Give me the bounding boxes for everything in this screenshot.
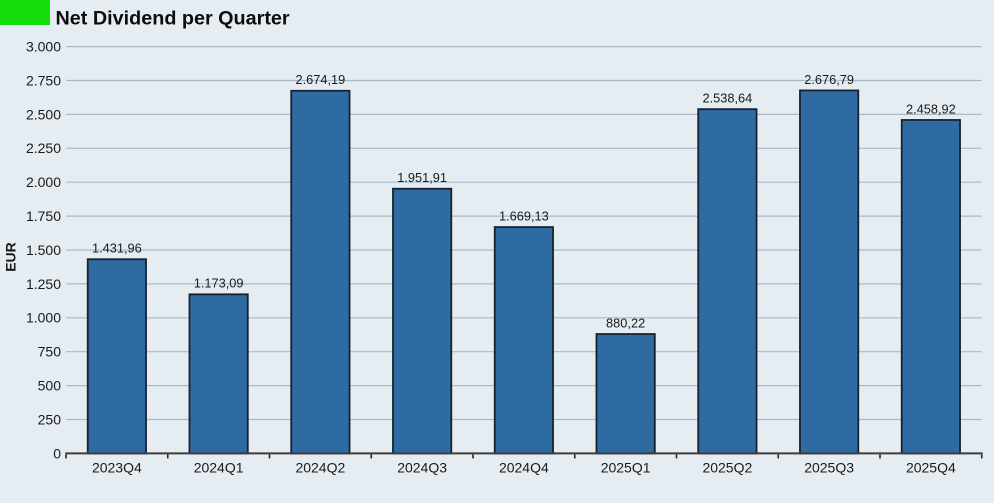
svg-text:2.250: 2.250 — [26, 140, 61, 156]
svg-text:1.173,09: 1.173,09 — [194, 276, 244, 291]
svg-text:2024Q2: 2024Q2 — [295, 460, 345, 476]
svg-text:2025Q3: 2025Q3 — [804, 460, 854, 476]
svg-text:2.500: 2.500 — [26, 106, 61, 122]
svg-text:250: 250 — [38, 411, 62, 427]
svg-text:2.000: 2.000 — [26, 174, 61, 190]
svg-text:2024Q4: 2024Q4 — [499, 460, 549, 476]
svg-text:2025Q4: 2025Q4 — [906, 460, 956, 476]
svg-text:750: 750 — [38, 344, 62, 360]
svg-text:2025Q1: 2025Q1 — [601, 460, 651, 476]
svg-text:2.750: 2.750 — [26, 72, 61, 88]
svg-text:1.431,96: 1.431,96 — [92, 241, 142, 256]
svg-text:3.000: 3.000 — [26, 39, 61, 55]
svg-text:2.676,79: 2.676,79 — [804, 72, 854, 87]
svg-text:880,22: 880,22 — [606, 315, 645, 330]
svg-text:1.000: 1.000 — [26, 310, 61, 326]
svg-text:1.951,91: 1.951,91 — [397, 170, 447, 185]
svg-text:500: 500 — [38, 378, 62, 394]
svg-text:2024Q1: 2024Q1 — [194, 460, 244, 476]
svg-text:1.250: 1.250 — [26, 276, 61, 292]
svg-text:EUR: EUR — [3, 242, 19, 272]
svg-text:2.674,19: 2.674,19 — [295, 72, 345, 87]
svg-text:2.458,92: 2.458,92 — [906, 101, 956, 116]
svg-text:2.538,64: 2.538,64 — [702, 91, 752, 106]
svg-text:2025Q2: 2025Q2 — [702, 460, 752, 476]
svg-text:1.500: 1.500 — [26, 242, 61, 258]
svg-text:2024Q3: 2024Q3 — [397, 460, 447, 476]
svg-text:Net Dividend per Quarter: Net Dividend per Quarter — [56, 8, 290, 30]
svg-text:1.669,13: 1.669,13 — [499, 208, 549, 223]
svg-text:0: 0 — [53, 445, 61, 461]
svg-text:2023Q4: 2023Q4 — [92, 460, 142, 476]
svg-text:1.750: 1.750 — [26, 208, 61, 224]
